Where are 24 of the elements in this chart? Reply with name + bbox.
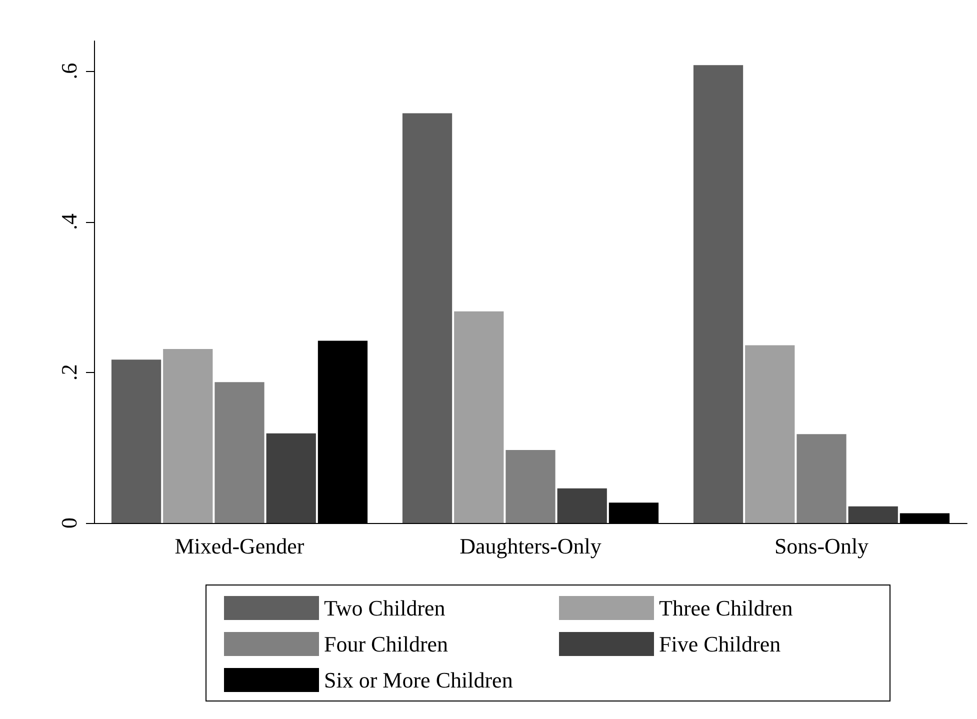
x-tick-label: Mixed-Gender <box>174 534 305 558</box>
legend-label: Three Children <box>659 596 793 620</box>
x-tick-label: Daughters-Only <box>460 534 602 558</box>
bar <box>454 311 504 523</box>
bar <box>745 345 795 523</box>
bar <box>848 506 898 523</box>
bar <box>163 349 213 523</box>
bar <box>557 488 607 523</box>
y-tick-label: .2 <box>56 364 82 381</box>
bar <box>693 65 744 523</box>
legend-label: Two Children <box>324 596 446 620</box>
y-tick-label: .4 <box>56 214 82 230</box>
bar <box>266 433 316 523</box>
bar <box>214 382 264 523</box>
x-tick-label: Sons-Only <box>774 534 869 558</box>
bar <box>506 450 556 523</box>
bar <box>796 434 846 523</box>
legend-label: Five Children <box>659 632 781 656</box>
y-tick-label: 0 <box>56 518 82 528</box>
legend-label: Six or More Children <box>324 668 513 692</box>
legend-label: Four Children <box>324 632 448 656</box>
bar <box>402 113 452 523</box>
y-tick-label: .6 <box>56 62 82 80</box>
bar <box>111 360 162 523</box>
